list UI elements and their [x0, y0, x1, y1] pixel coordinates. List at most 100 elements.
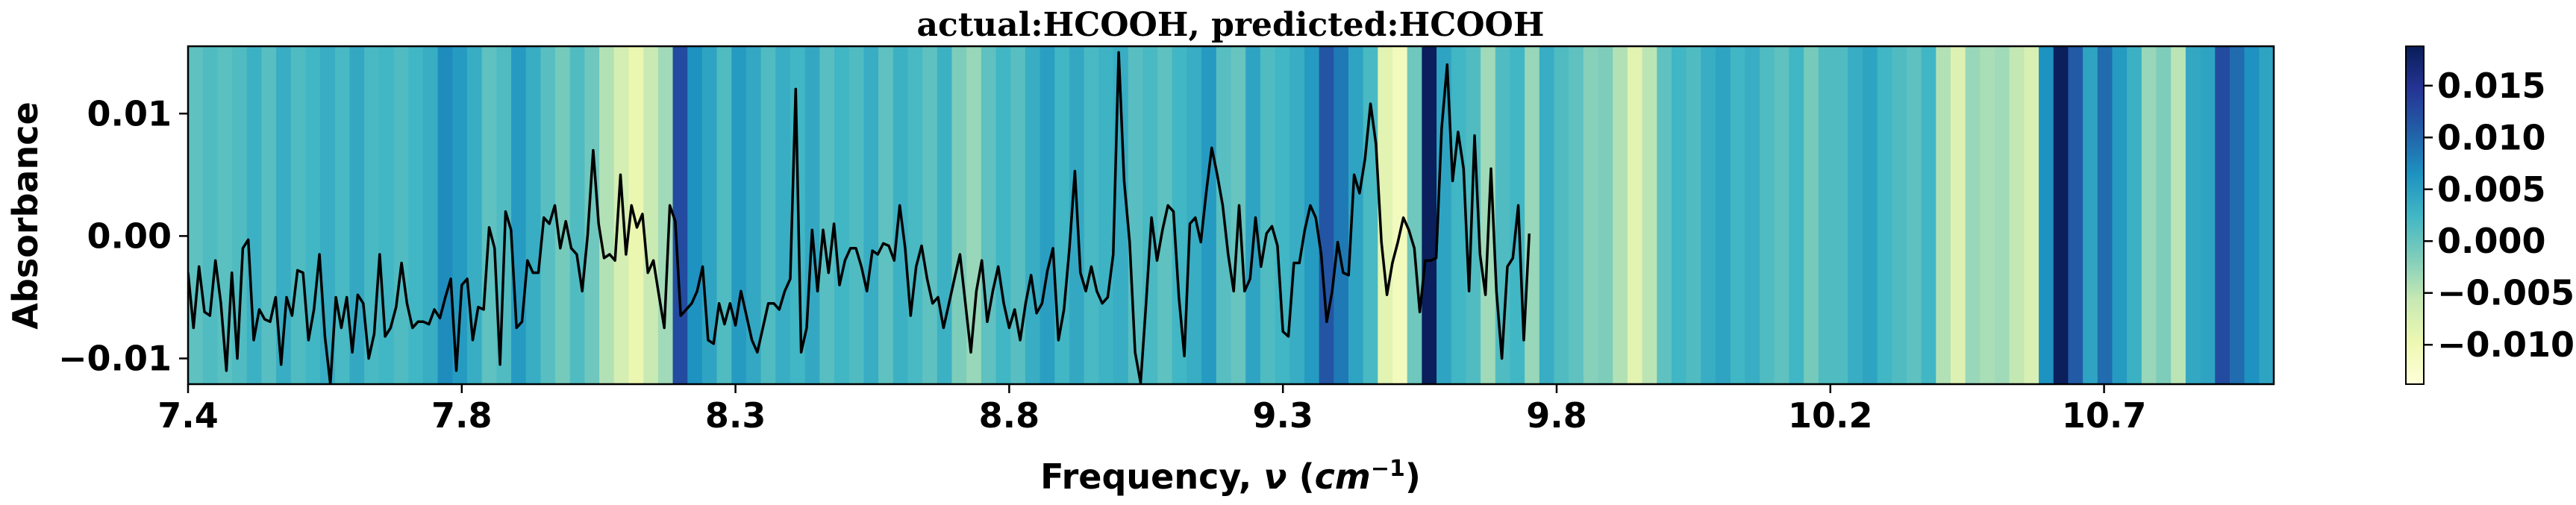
- color-band: [1275, 46, 1290, 384]
- color-band: [1671, 46, 1687, 384]
- color-band: [1040, 46, 1055, 384]
- color-band: [525, 46, 541, 384]
- color-band: [1363, 46, 1378, 384]
- color-band: [1906, 46, 1922, 384]
- x-tick-label: 8.8: [979, 395, 1040, 436]
- color-band: [584, 46, 600, 384]
- color-band: [1950, 46, 1966, 384]
- color-band: [1804, 46, 1819, 384]
- color-band: [466, 46, 483, 384]
- absorbance-line: [188, 51, 1531, 384]
- x-tick-label: 7.4: [157, 395, 219, 436]
- y-axis-label: Absorbance: [5, 101, 46, 329]
- colorbar-tick-label: −0.005: [2437, 273, 2575, 313]
- color-band: [613, 46, 630, 384]
- color-band: [2068, 46, 2083, 384]
- color-band: [496, 46, 512, 384]
- color-band: [202, 46, 218, 384]
- color-band: [745, 46, 762, 384]
- color-band: [1921, 46, 1936, 384]
- color-band: [1789, 46, 1804, 384]
- color-band: [1451, 46, 1467, 384]
- color-band: [2259, 46, 2274, 384]
- y-tick-label: 0.00: [87, 216, 172, 256]
- color-band: [1289, 46, 1305, 384]
- color-band: [1334, 46, 1349, 384]
- color-band: [1642, 46, 1657, 384]
- color-band: [775, 46, 791, 384]
- color-band: [1539, 46, 1555, 384]
- color-band: [349, 46, 365, 384]
- color-band: [643, 46, 659, 384]
- color-band: [481, 46, 497, 384]
- color-band: [628, 46, 644, 384]
- colorbar-tick-label: 0.000: [2437, 221, 2546, 261]
- color-band: [2244, 46, 2260, 384]
- color-band: [1407, 46, 1422, 384]
- colorbar: [2405, 46, 2425, 385]
- color-band: [951, 46, 967, 384]
- color-band: [1084, 46, 1099, 384]
- color-band: [1128, 46, 1144, 384]
- color-band: [1686, 46, 1701, 384]
- color-band: [452, 46, 468, 384]
- color-band: [1422, 46, 1437, 384]
- x-tick-label: 9.3: [1252, 395, 1313, 436]
- color-band: [2024, 46, 2039, 384]
- color-band: [2127, 46, 2142, 384]
- color-band: [2009, 46, 2025, 384]
- color-band: [2156, 46, 2172, 384]
- x-tick-label: 9.8: [1526, 395, 1587, 436]
- color-band: [1378, 46, 1393, 384]
- color-band: [2112, 46, 2128, 384]
- color-band: [1025, 46, 1041, 384]
- chart-title: actual:HCOOH, predicted:HCOOH: [917, 6, 1545, 44]
- y-tick-label: 0.01: [87, 93, 172, 134]
- color-band: [569, 46, 586, 384]
- color-band: [907, 46, 923, 384]
- plot-frame: [187, 45, 2275, 386]
- color-band: [1260, 46, 1276, 384]
- color-band: [1010, 46, 1026, 384]
- color-band: [1187, 46, 1202, 384]
- color-band: [1466, 46, 1481, 384]
- color-band: [1392, 46, 1408, 384]
- color-band: [657, 46, 674, 384]
- color-band: [1245, 46, 1261, 384]
- x-tick-label: 8.3: [705, 395, 766, 436]
- color-band: [1848, 46, 1863, 384]
- color-band: [232, 46, 248, 384]
- y-tick-label: −0.01: [58, 339, 172, 379]
- color-band: [1936, 46, 1951, 384]
- color-band: [1892, 46, 1907, 384]
- color-band: [1554, 46, 1569, 384]
- x-tick-label: 10.2: [1788, 395, 1873, 436]
- x-axis-label: Frequency, ν (cm−1): [1040, 456, 1421, 498]
- color-band: [540, 46, 556, 384]
- color-band: [1098, 46, 1114, 384]
- color-band: [1583, 46, 1599, 384]
- color-band: [290, 46, 307, 384]
- color-band: [1172, 46, 1188, 384]
- color-band: [1818, 46, 1834, 384]
- color-band: [1760, 46, 1775, 384]
- color-band: [1525, 46, 1540, 384]
- color-band: [1701, 46, 1716, 384]
- color-band: [1774, 46, 1790, 384]
- color-band: [1304, 46, 1320, 384]
- color-band: [834, 46, 850, 384]
- color-band: [2171, 46, 2186, 384]
- color-band: [320, 46, 336, 384]
- color-band: [1657, 46, 1672, 384]
- color-band: [2141, 46, 2157, 384]
- color-band: [1716, 46, 1731, 384]
- color-band: [878, 46, 894, 384]
- y-axis: 0.01 0.00 −0.01: [58, 93, 188, 379]
- color-band: [2200, 46, 2216, 384]
- color-band: [511, 46, 527, 384]
- color-band: [2039, 46, 2054, 384]
- color-band: [2215, 46, 2230, 384]
- color-band: [1319, 46, 1334, 384]
